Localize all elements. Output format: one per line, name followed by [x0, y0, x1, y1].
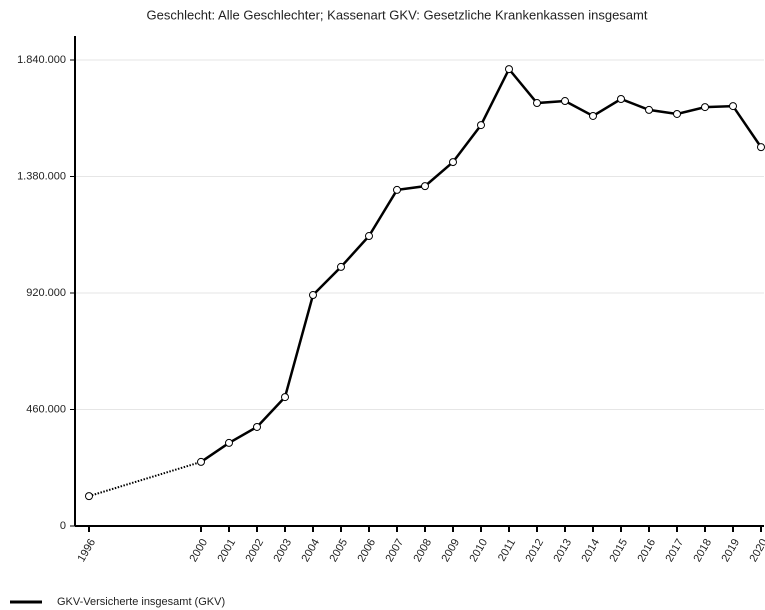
x-tick-label: 2001: [215, 537, 238, 564]
x-tick-label: 2006: [355, 537, 378, 564]
point: [421, 182, 429, 191]
x-tick-label: 2012: [523, 537, 546, 564]
point: [617, 95, 625, 104]
point: [337, 262, 345, 271]
y-tick-label: 460.000: [26, 403, 66, 415]
y-tick-label: 920.000: [26, 287, 66, 299]
point: [589, 111, 597, 120]
point: [645, 105, 653, 114]
x-tick-label: 2002: [243, 537, 266, 564]
x-tick-label: 2017: [663, 537, 686, 564]
point: [253, 422, 261, 431]
chart-title: Geschlecht: Alle Geschlechter; Kassenart…: [147, 7, 648, 22]
point: [729, 102, 737, 111]
x-tick-label: 2010: [467, 537, 490, 564]
point: [365, 232, 373, 241]
point: [225, 438, 233, 447]
point: [85, 492, 93, 501]
x-tick-label: 2020: [747, 537, 765, 564]
x-tick-label: 2009: [439, 537, 462, 564]
y-tick-label: 1.840.000: [17, 54, 66, 66]
legend-label: GKV-Versicherte insgesamt (GKV): [57, 596, 225, 608]
point: [393, 185, 401, 194]
point: [757, 143, 765, 152]
point: [197, 457, 205, 466]
y-tick-label: 1.380.000: [17, 170, 66, 182]
x-tick-label: 2013: [551, 537, 574, 564]
point: [673, 109, 681, 118]
point: [701, 103, 709, 112]
point: [505, 65, 513, 74]
x-tick-label: 2011: [496, 537, 518, 563]
x-tick-label: 2014: [579, 537, 602, 564]
x-tick-label: 2016: [635, 537, 658, 564]
x-tick-label: 2005: [327, 537, 350, 564]
x-tick-label: 2000: [187, 537, 210, 564]
point: [309, 291, 317, 300]
point: [533, 99, 541, 108]
x-tick-label: 1996: [75, 537, 98, 564]
x-tick-label: 2008: [411, 537, 434, 564]
point: [561, 97, 569, 106]
point: [449, 158, 457, 167]
x-tick-label: 2015: [607, 537, 630, 564]
point: [281, 393, 289, 402]
x-tick-label: 2007: [383, 537, 406, 564]
x-tick-label: 2004: [299, 537, 322, 564]
y-tick-label: 0: [60, 520, 66, 532]
x-tick-label: 2003: [271, 537, 294, 564]
point: [477, 121, 485, 130]
line-gap-segment: [88, 460, 202, 498]
x-tick-label: 2019: [719, 537, 742, 564]
x-tick-label: 2018: [691, 537, 714, 564]
